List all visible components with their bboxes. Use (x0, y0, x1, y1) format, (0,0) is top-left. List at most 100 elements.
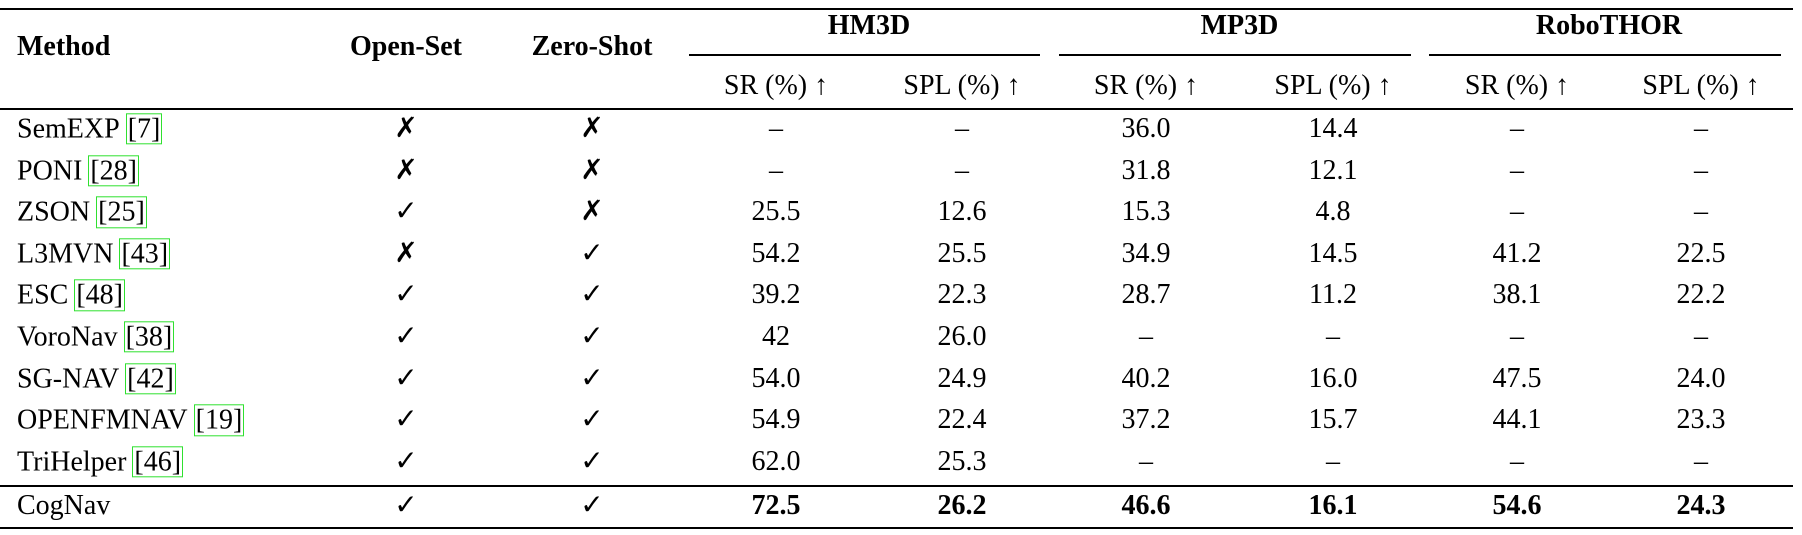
metric-value: – (1694, 445, 1708, 477)
open-set-mark: ✓ (394, 321, 418, 352)
metric-value: 24.3 (1676, 490, 1726, 521)
metric-value: – (1510, 445, 1524, 477)
metric-value: – (769, 113, 783, 144)
open-set-mark: ✓ (394, 279, 418, 311)
header-group: MP3D (1200, 10, 1279, 41)
top-rule (0, 8, 1793, 10)
zero-shot-mark: ✓ (580, 404, 604, 436)
zero-shot-mark: ✓ (580, 445, 604, 477)
metric-value: 28.7 (1121, 279, 1171, 311)
metric-value: 24.9 (937, 362, 987, 394)
citation[interactable]: [38] (123, 321, 175, 353)
open-set-mark: ✗ (394, 154, 418, 186)
metric-value: 25.5 (751, 196, 801, 228)
metric-value: – (955, 113, 969, 144)
citation[interactable]: [19] (193, 404, 245, 436)
citation[interactable]: [46] (132, 446, 184, 478)
metric-value: 16.1 (1308, 490, 1358, 521)
metric-value: – (1694, 196, 1708, 228)
metric-value: 15.7 (1308, 404, 1358, 436)
method-cell: ZSON [25] (17, 196, 147, 228)
metric-value: 14.4 (1308, 113, 1358, 144)
group-rule (689, 54, 1040, 56)
method-cell: CogNav (17, 492, 110, 520)
metric-value: 23.3 (1676, 404, 1726, 436)
citation[interactable]: [42] (125, 362, 176, 395)
metric-value: 42 (762, 321, 790, 352)
group-rule (1429, 54, 1781, 56)
method-name: ESC (17, 279, 69, 311)
header-rule (0, 108, 1793, 110)
metric-value: 11.2 (1309, 279, 1357, 311)
header-open-set: Open-Set (350, 31, 462, 62)
metric-value: – (1694, 321, 1708, 352)
header-metric: SPL (%) ↑ (903, 70, 1021, 101)
header-metric: SR (%) ↑ (1464, 70, 1570, 101)
metric-value: 34.9 (1121, 237, 1171, 269)
metric-value: – (1510, 321, 1524, 352)
metric-value: 40.2 (1121, 362, 1171, 394)
metric-value: 25.3 (937, 445, 987, 477)
metric-value: 22.2 (1676, 279, 1726, 311)
method-cell: ESC [48] (17, 279, 126, 312)
method-name: CogNav (17, 490, 111, 521)
method-name: OPENFMNAV (17, 404, 188, 436)
open-set-mark: ✓ (394, 490, 418, 521)
method-name: TriHelper (17, 446, 127, 478)
metric-value: 25.5 (937, 237, 987, 269)
metric-value: 54.9 (751, 404, 801, 436)
metric-value: 22.3 (937, 279, 987, 311)
open-set-mark: ✓ (394, 196, 418, 228)
header-metric: SPL (%) ↑ (1642, 70, 1760, 101)
metric-value: 4.8 (1315, 196, 1351, 228)
method-cell: VoroNav [38] (17, 321, 175, 353)
method-cell: OPENFMNAV [19] (17, 404, 245, 436)
citation[interactable]: [48] (74, 279, 126, 312)
metric-value: 38.1 (1492, 279, 1542, 311)
method-name: VoroNav (17, 321, 118, 353)
header-group: RoboTHOR (1535, 10, 1683, 41)
header-metric: SR (%) ↑ (723, 70, 829, 101)
header-zero-shot: Zero-Shot (531, 31, 653, 62)
citation[interactable]: [7] (125, 113, 163, 145)
method-name: L3MVN (17, 238, 114, 270)
metric-value: 46.6 (1121, 490, 1171, 521)
metric-value: 24.0 (1676, 362, 1726, 394)
zero-shot-mark: ✓ (580, 279, 604, 311)
metric-value: – (1139, 321, 1153, 352)
metric-value: – (769, 154, 783, 186)
method-cell: PONI [28] (17, 154, 139, 187)
metric-value: – (1510, 113, 1524, 144)
metric-value: – (1326, 321, 1340, 352)
metric-value: 37.2 (1121, 404, 1171, 436)
header-metric: SPL (%) ↑ (1274, 70, 1392, 101)
mid-rule (0, 485, 1793, 487)
citation[interactable]: [43] (119, 238, 171, 270)
citation[interactable]: [25] (96, 196, 147, 228)
metric-value: 12.6 (937, 196, 987, 228)
metric-value: – (1326, 445, 1340, 477)
metric-value: 36.0 (1121, 113, 1171, 144)
metric-value: 26.0 (937, 321, 987, 352)
metric-value: 12.1 (1308, 154, 1358, 186)
metric-value: 39.2 (751, 279, 801, 311)
metric-value: 44.1 (1492, 404, 1542, 436)
method-name: ZSON (17, 196, 91, 228)
metric-value: 22.5 (1676, 237, 1726, 269)
citation[interactable]: [28] (88, 154, 139, 187)
metric-value: 54.0 (751, 362, 801, 394)
metric-value: 26.2 (937, 490, 987, 521)
metric-value: 22.4 (937, 404, 987, 436)
group-rule (1059, 54, 1411, 56)
metric-value: – (1510, 154, 1524, 186)
metric-value: 31.8 (1121, 154, 1171, 186)
header-group: HM3D (827, 10, 911, 41)
zero-shot-mark: ✓ (580, 490, 604, 521)
metric-value: – (1694, 113, 1708, 144)
metric-value: – (955, 154, 969, 186)
method-cell: SemEXP [7] (17, 113, 163, 145)
metric-value: 15.3 (1121, 196, 1171, 228)
open-set-mark: ✗ (394, 113, 418, 144)
zero-shot-mark: ✓ (580, 321, 604, 352)
